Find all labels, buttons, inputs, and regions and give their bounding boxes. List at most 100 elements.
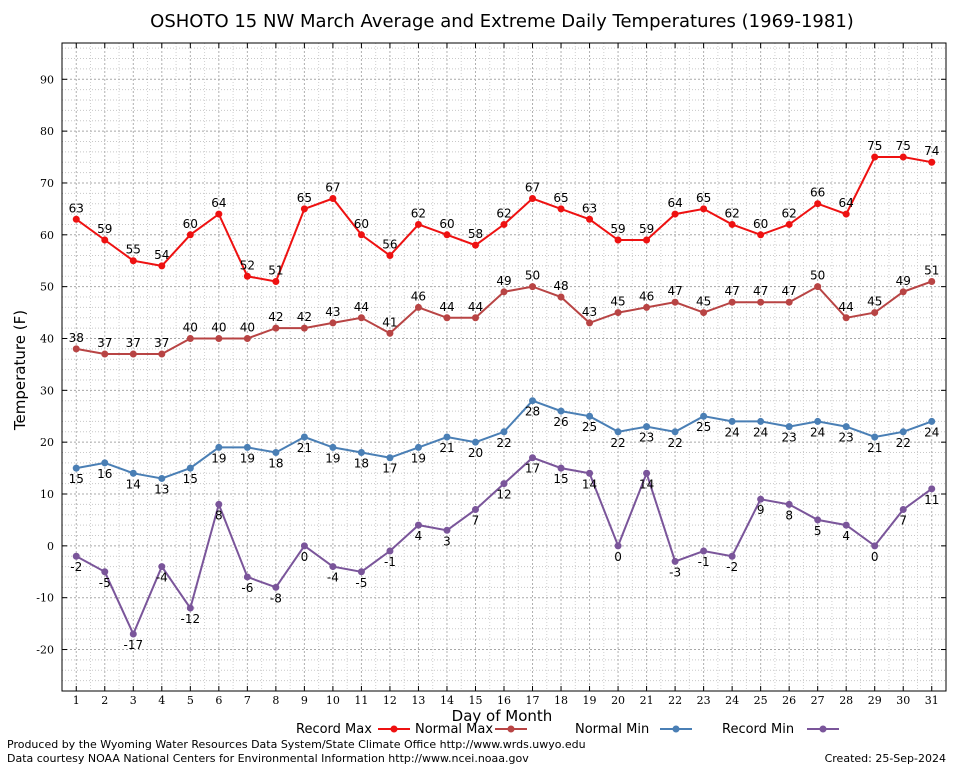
x-tick-label: 22 bbox=[668, 694, 682, 707]
x-tick-label: 31 bbox=[925, 694, 939, 707]
data-label-record-max: 65 bbox=[553, 191, 568, 205]
x-tick-label: 28 bbox=[839, 694, 853, 707]
data-label-record-max: 59 bbox=[610, 222, 625, 236]
data-point-normal-max bbox=[814, 283, 822, 291]
data-label-normal-min: 22 bbox=[496, 436, 511, 450]
data-point-record-min bbox=[414, 521, 422, 529]
data-label-normal-max: 46 bbox=[639, 289, 654, 303]
data-label-record-max: 65 bbox=[696, 191, 711, 205]
data-label-record-min: 14 bbox=[639, 477, 654, 491]
legend-item-record-max: Record Max bbox=[296, 722, 410, 737]
x-axis-ticks: 1 2 3 4 5 6 7 8 9 10 11 12 13 14 15 16 17 18 19 20 21 22 23 24 2… bbox=[73, 43, 939, 707]
data-point-normal-max bbox=[871, 309, 879, 317]
data-label-record-min: -3 bbox=[669, 565, 681, 579]
data-point-normal-max bbox=[757, 298, 765, 306]
data-label-record-max: 56 bbox=[382, 238, 397, 252]
data-label-record-min: -2 bbox=[726, 560, 738, 574]
data-label-normal-min: 19 bbox=[240, 451, 255, 465]
x-tick-label: 23 bbox=[697, 694, 711, 707]
x-tick-label: 4 bbox=[158, 694, 165, 707]
data-label-record-max: 75 bbox=[896, 139, 911, 153]
data-label-normal-min: 22 bbox=[610, 436, 625, 450]
data-label-normal-max: 44 bbox=[354, 300, 369, 314]
data-label-record-max: 60 bbox=[354, 217, 369, 231]
data-label-normal-max: 50 bbox=[525, 269, 540, 283]
data-point-record-min bbox=[785, 500, 793, 508]
legend-label: Record Max bbox=[296, 722, 372, 737]
data-label-normal-max: 37 bbox=[97, 336, 112, 350]
data-point-record-min bbox=[928, 485, 936, 493]
data-point-record-max bbox=[357, 231, 365, 239]
data-label-record-min: 15 bbox=[553, 472, 568, 486]
data-label-normal-min: 16 bbox=[97, 467, 112, 481]
data-point-normal-max bbox=[700, 309, 708, 317]
data-label-record-min: -8 bbox=[270, 591, 282, 605]
data-point-record-max bbox=[586, 215, 594, 223]
x-axis-label: Day of Month bbox=[452, 707, 553, 725]
y-axis-label: Temperature (F) bbox=[11, 310, 29, 431]
x-tick-label: 24 bbox=[725, 694, 739, 707]
data-point-normal-max bbox=[557, 293, 565, 301]
x-tick-label: 6 bbox=[215, 694, 222, 707]
data-point-record-max bbox=[728, 220, 736, 228]
data-point-normal-min bbox=[158, 474, 166, 482]
data-point-record-max bbox=[243, 272, 251, 280]
data-label-normal-min: 23 bbox=[782, 431, 797, 445]
data-point-normal-min bbox=[386, 454, 394, 462]
y-tick-label: 0 bbox=[47, 540, 54, 553]
data-point-normal-max bbox=[529, 283, 537, 291]
data-label-record-min: 7 bbox=[472, 514, 480, 528]
y-tick-label: -10 bbox=[36, 592, 54, 605]
data-point-record-min bbox=[899, 506, 907, 514]
data-point-record-min bbox=[586, 469, 594, 477]
data-label-normal-min: 20 bbox=[468, 446, 483, 460]
data-point-record-min bbox=[671, 557, 679, 565]
data-label-normal-max: 47 bbox=[667, 284, 682, 298]
legend-label: Normal Max bbox=[415, 722, 493, 737]
data-label-record-max: 60 bbox=[183, 217, 198, 231]
data-point-normal-max bbox=[899, 288, 907, 296]
data-point-record-max bbox=[529, 195, 537, 203]
data-point-record-max bbox=[500, 220, 508, 228]
data-point-normal-max bbox=[471, 314, 479, 322]
y-tick-label: 20 bbox=[40, 436, 54, 449]
y-tick-label: 80 bbox=[40, 125, 54, 138]
x-tick-label: 25 bbox=[754, 694, 768, 707]
data-label-normal-max: 40 bbox=[240, 320, 255, 334]
y-tick-label: 30 bbox=[40, 384, 54, 397]
data-label-normal-max: 42 bbox=[297, 310, 312, 324]
data-label-record-max: 64 bbox=[839, 196, 854, 210]
x-tick-label: 10 bbox=[326, 694, 340, 707]
y-tick-label: 40 bbox=[40, 332, 54, 345]
data-point-record-min bbox=[814, 516, 822, 524]
data-label-normal-min: 23 bbox=[639, 431, 654, 445]
data-point-normal-min bbox=[814, 417, 822, 425]
data-label-record-min: -5 bbox=[99, 576, 111, 590]
data-label-normal-max: 48 bbox=[553, 279, 568, 293]
data-label-record-max: 62 bbox=[411, 206, 426, 220]
data-point-record-max bbox=[186, 231, 194, 239]
data-point-normal-max bbox=[386, 329, 394, 337]
data-point-record-min bbox=[272, 583, 280, 591]
data-label-normal-max: 40 bbox=[211, 320, 226, 334]
data-point-record-max bbox=[300, 205, 308, 213]
data-label-normal-min: 24 bbox=[810, 425, 825, 439]
data-label-normal-min: 18 bbox=[354, 457, 369, 471]
data-point-record-min bbox=[329, 563, 337, 571]
data-label-normal-max: 41 bbox=[382, 315, 397, 329]
data-point-record-min bbox=[871, 542, 879, 550]
data-label-record-max: 63 bbox=[69, 201, 84, 215]
data-point-normal-min bbox=[700, 412, 708, 420]
data-point-normal-max bbox=[671, 298, 679, 306]
y-tick-label: 70 bbox=[40, 177, 54, 190]
data-label-record-max: 64 bbox=[211, 196, 226, 210]
data-point-record-min bbox=[643, 469, 651, 477]
data-point-record-max bbox=[643, 236, 651, 244]
data-label-record-min: -2 bbox=[70, 560, 82, 574]
data-point-normal-max bbox=[614, 309, 622, 317]
data-point-normal-min bbox=[757, 417, 765, 425]
data-point-normal-min bbox=[643, 423, 651, 431]
data-point-record-min bbox=[842, 521, 850, 529]
legend-item-normal-max: Normal Max bbox=[415, 722, 527, 737]
data-point-normal-max bbox=[215, 334, 223, 342]
